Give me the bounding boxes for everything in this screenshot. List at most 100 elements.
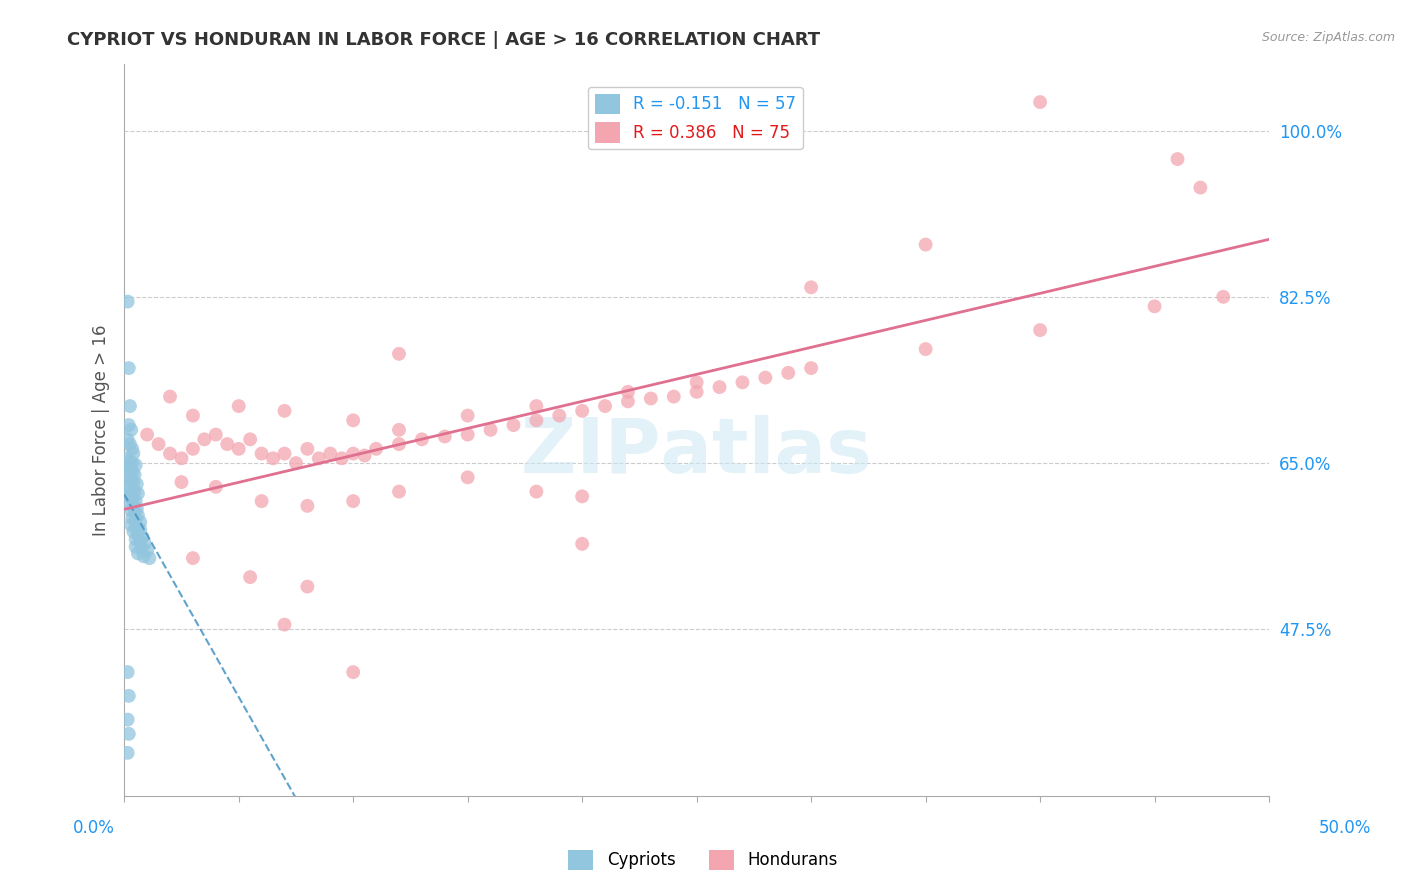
Point: [127, 486, 149, 500]
Point: [136, 427, 159, 442]
Text: CYPRIOT VS HONDURAN IN LABOR FORCE | AGE > 16 CORRELATION CHART: CYPRIOT VS HONDURAN IN LABOR FORCE | AGE…: [67, 31, 821, 49]
Point: [118, 454, 141, 468]
Point: [502, 418, 524, 433]
Point: [121, 466, 143, 480]
Point: [120, 503, 142, 517]
Text: 0.0%: 0.0%: [73, 819, 115, 837]
Point: [914, 237, 936, 252]
Point: [120, 483, 142, 497]
Point: [457, 470, 479, 484]
Point: [388, 347, 411, 361]
Point: [1166, 152, 1188, 166]
Point: [117, 433, 139, 447]
Point: [239, 433, 262, 447]
Point: [122, 524, 145, 539]
Point: [181, 442, 204, 456]
Point: [548, 409, 571, 423]
Point: [754, 370, 776, 384]
Text: 50.0%: 50.0%: [1319, 819, 1371, 837]
Point: [134, 537, 156, 551]
Point: [120, 423, 142, 437]
Point: [457, 427, 479, 442]
Point: [297, 580, 319, 594]
Point: [571, 489, 593, 503]
Point: [284, 456, 307, 470]
Point: [118, 418, 141, 433]
Point: [297, 442, 319, 456]
Point: [118, 470, 141, 484]
Point: [132, 549, 155, 564]
Point: [273, 447, 295, 461]
Point: [148, 437, 170, 451]
Point: [124, 494, 146, 508]
Point: [122, 475, 145, 489]
Point: [342, 447, 364, 461]
Point: [193, 433, 215, 447]
Point: [118, 464, 141, 478]
Point: [117, 713, 139, 727]
Point: [127, 527, 149, 541]
Point: [1029, 323, 1052, 337]
Point: [121, 492, 143, 507]
Point: [388, 437, 411, 451]
Point: [342, 494, 364, 508]
Point: [129, 515, 152, 529]
Point: [662, 390, 685, 404]
Point: [800, 361, 823, 376]
Point: [593, 399, 616, 413]
Point: [181, 551, 204, 566]
Point: [457, 409, 479, 423]
Point: [125, 501, 148, 516]
Point: [617, 394, 640, 409]
Point: [297, 499, 319, 513]
Y-axis label: In Labor Force | Age > 16: In Labor Force | Age > 16: [93, 324, 110, 535]
Point: [319, 447, 342, 461]
Point: [124, 521, 146, 535]
Point: [388, 423, 411, 437]
Point: [124, 484, 146, 499]
Point: [124, 513, 146, 527]
Text: Source: ZipAtlas.com: Source: ZipAtlas.com: [1261, 31, 1395, 45]
Point: [1143, 299, 1166, 313]
Point: [117, 451, 139, 466]
Point: [122, 447, 145, 461]
Point: [121, 511, 143, 525]
Point: [118, 496, 141, 510]
Point: [204, 427, 226, 442]
Point: [127, 546, 149, 560]
Point: [118, 437, 141, 451]
Point: [1212, 290, 1234, 304]
Point: [117, 460, 139, 475]
Point: [524, 399, 547, 413]
Point: [118, 489, 141, 503]
Point: [117, 665, 139, 679]
Point: [1029, 95, 1052, 109]
Point: [228, 399, 250, 413]
Point: [122, 499, 145, 513]
Point: [353, 449, 375, 463]
Point: [273, 617, 295, 632]
Point: [204, 480, 226, 494]
Point: [250, 447, 273, 461]
Point: [308, 451, 330, 466]
Point: [640, 392, 662, 406]
Point: [136, 543, 159, 558]
Point: [120, 473, 142, 487]
Point: [117, 746, 139, 760]
Point: [131, 541, 153, 556]
Point: [524, 413, 547, 427]
Point: [262, 451, 284, 466]
Point: [433, 429, 456, 443]
Point: [118, 480, 141, 494]
Point: [124, 540, 146, 554]
Point: [117, 294, 139, 309]
Point: [170, 475, 193, 489]
Point: [159, 390, 181, 404]
Point: [124, 532, 146, 546]
Point: [138, 551, 160, 566]
Point: [127, 508, 149, 523]
Point: [181, 409, 204, 423]
Point: [239, 570, 262, 584]
Point: [914, 342, 936, 356]
Point: [124, 467, 146, 482]
